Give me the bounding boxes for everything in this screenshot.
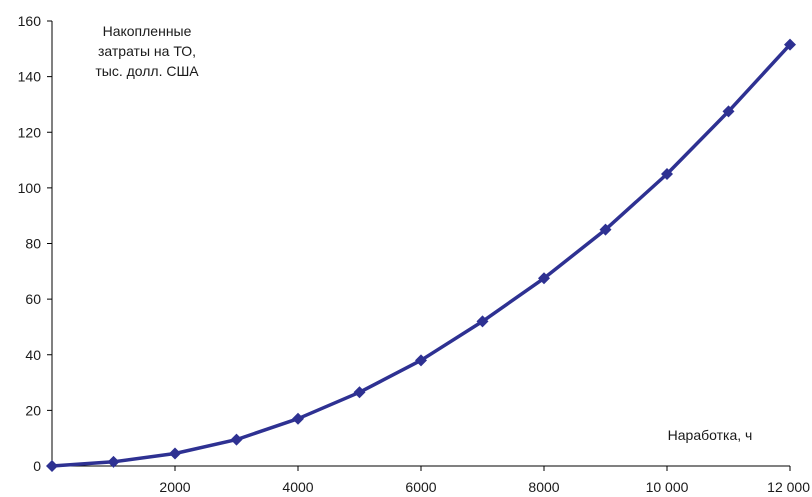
- data-point-marker: [107, 455, 120, 468]
- x-tick-label: 8000: [528, 479, 559, 495]
- y-tick-label: 40: [25, 347, 41, 363]
- data-point-marker: [230, 433, 243, 446]
- x-tick-label: 10 000: [646, 479, 689, 495]
- data-point-marker: [784, 38, 796, 51]
- data-point-marker: [538, 272, 550, 285]
- x-tick-label: 6000: [405, 479, 436, 495]
- data-point-marker: [353, 386, 366, 399]
- axes: [51, 21, 790, 467]
- x-axis-title: Наработка, ч: [668, 427, 753, 443]
- data-point-marker: [415, 354, 427, 367]
- data-point-marker: [722, 105, 735, 118]
- x-tick-label: 2000: [159, 479, 190, 495]
- x-tick-label: 12 000: [767, 479, 810, 495]
- y-tick-label: 160: [18, 13, 42, 29]
- y-tick-label: 100: [18, 180, 42, 196]
- y-axis-title-line: Накопленные: [103, 23, 192, 39]
- data-point-marker: [169, 447, 181, 460]
- series-line: [50, 42, 792, 468]
- y-axis-title-line: тыс. долл. США: [95, 63, 199, 79]
- y-tick-label: 140: [18, 69, 42, 85]
- y-axis-ticks: 0 20 40 60 80 100 120 140 160: [18, 13, 52, 474]
- data-point-marker: [46, 460, 58, 472]
- x-tick-label: 4000: [282, 479, 313, 495]
- y-tick-label: 0: [33, 458, 41, 474]
- data-point-marker: [661, 167, 673, 180]
- series-layer: [46, 38, 796, 472]
- y-tick-label: 80: [25, 236, 41, 252]
- y-tick-label: 20: [25, 402, 41, 418]
- data-point-marker: [476, 315, 489, 328]
- x-axis-ticks: 2000 4000 6000 8000 10 000 12 000: [51, 466, 810, 495]
- data-point-marker: [599, 223, 612, 236]
- y-axis-title: Накопленные затраты на ТО, тыс. долл. США: [95, 23, 199, 79]
- data-point-marker: [292, 412, 304, 425]
- y-tick-label: 120: [18, 124, 42, 140]
- y-tick-label: 60: [25, 291, 41, 307]
- y-axis-title-line: затраты на ТО,: [98, 43, 196, 59]
